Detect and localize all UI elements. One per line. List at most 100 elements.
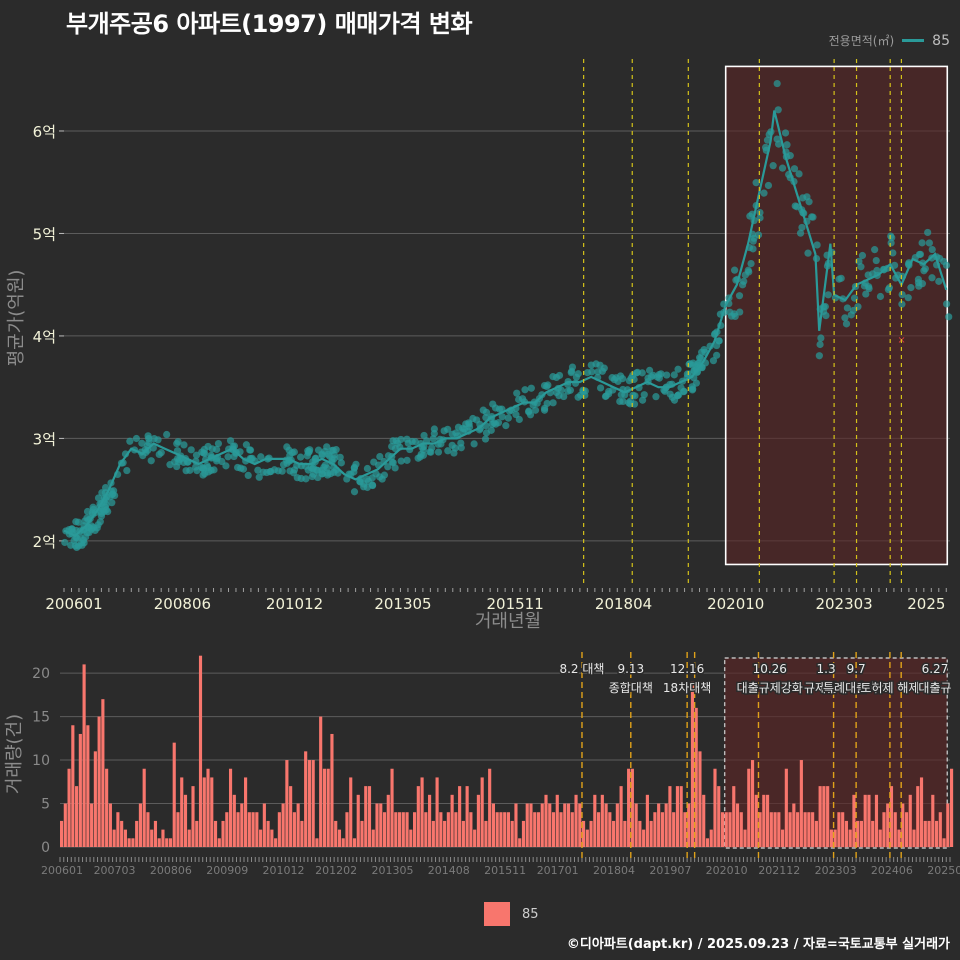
volume-bar [307,760,311,847]
volume-bar [908,794,912,847]
volume-bar [856,820,860,847]
volume-bar [364,786,368,847]
volume-bar [679,786,683,847]
price-point [308,472,316,481]
price-point [884,285,893,294]
price-point [666,390,674,398]
volume-bar [322,768,327,847]
volume-bar [600,794,604,847]
volume-bar [116,812,120,847]
price-point [521,386,529,394]
volume-bar [938,812,942,847]
bar-x-tick-label: 201012 [263,864,305,877]
volume-bar [630,768,634,847]
volume-bar [191,786,195,847]
volume-bar [476,794,480,847]
bar-x-tick-label: 201511 [484,864,526,877]
volume-bar [919,777,924,847]
price-point [482,408,491,416]
volume-bar [732,786,736,847]
legend-bottom-label: 85 [522,906,539,922]
volume-bar [112,829,116,847]
volume-bar [382,812,387,847]
price-point [872,256,880,265]
volume-bar [319,716,323,847]
volume-bar [826,786,830,847]
volume-bar [262,803,266,847]
price-point [740,277,748,285]
price-point [380,471,389,479]
x-tick-label: 200601 [45,595,102,613]
price-point [544,381,552,389]
policy-date-label: 1.3 [817,662,836,676]
price-point [773,79,781,88]
volume-bar [585,829,589,847]
volume-bar [180,777,184,847]
volume-bar [165,838,169,847]
volume-bar [146,812,150,847]
price-point [916,250,925,258]
price-point [465,423,474,431]
price-point [350,488,359,496]
price-point [307,464,315,472]
price-point [598,367,607,375]
volume-bar [698,751,702,847]
volume-bar [135,820,139,847]
price-point [213,445,221,453]
price-point [756,214,764,222]
price-point [502,422,510,430]
volume-bar [67,768,71,847]
volume-bar [63,803,67,847]
volume-bar [781,829,785,847]
price-point [752,179,760,187]
price-point [736,308,744,316]
volume-bar [946,803,950,847]
volume-bar [657,803,661,847]
x-tick-label: 201511 [486,595,543,613]
volume-bar [123,829,127,847]
volume-bar [893,812,897,847]
volume-bar [101,699,105,847]
volume-bar [882,812,886,847]
volume-bar [841,812,845,847]
volume-bar [871,820,875,847]
volume-bar [874,794,879,847]
volume-bar [292,812,296,847]
volume-bar [435,777,439,847]
volume-bar [75,786,79,847]
price-point [108,499,116,507]
price-point [132,434,141,443]
volume-bar [484,820,488,847]
volume-bar [300,820,304,847]
bar-x-tick-label: 201202 [315,864,357,877]
price-point [239,465,248,473]
volume-bar [762,794,766,847]
price-point [318,470,326,478]
volume-bar [555,794,559,847]
bar-x-tick-label: 202509 [927,864,960,877]
volume-bar [672,812,676,847]
price-point [920,267,928,275]
bar-x-tick-label: 200601 [41,864,83,877]
volume-bar [904,812,909,847]
price-point [652,393,660,401]
volume-bar [833,829,837,847]
volume-bar [739,812,743,847]
price-point [904,294,912,302]
volume-bar [341,838,345,847]
price-point [557,386,565,394]
volume-bar [499,812,503,847]
price-point [808,213,816,221]
bar-y-tick-label: 5 [41,797,50,813]
price-point [873,266,881,275]
volume-bar [578,803,582,847]
price-point [907,284,915,292]
volume-bar [593,794,597,847]
volume-bar [897,829,901,847]
volume-bar [337,829,342,847]
legend-line-key [902,39,925,42]
volume-bar [566,803,571,847]
volume-bar [848,829,852,847]
volume-bar [934,820,939,847]
